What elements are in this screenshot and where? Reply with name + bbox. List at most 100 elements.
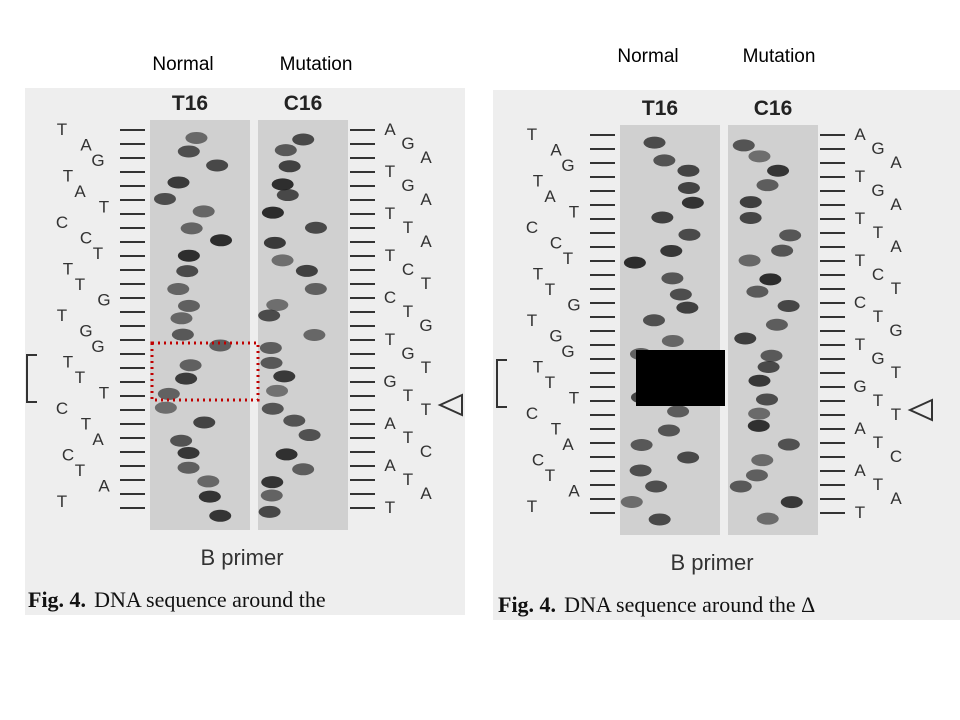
sequence-letter: T	[855, 503, 865, 522]
gel-band	[767, 164, 790, 177]
sequence-letter: G	[401, 176, 414, 195]
highlight-box	[150, 341, 260, 402]
sequence-letter: T	[57, 120, 67, 139]
gel-band	[677, 451, 700, 464]
gel-band	[681, 196, 704, 209]
sequence-letter: C	[384, 288, 396, 307]
gel-band	[283, 414, 306, 427]
sequence-letter: C	[62, 446, 74, 465]
gel-band	[260, 489, 283, 502]
gel-band	[303, 328, 326, 341]
sequence-letter: T	[403, 470, 413, 489]
gel-band	[677, 181, 700, 194]
sequence-letter: T	[855, 251, 865, 270]
sequence-letter: G	[871, 139, 884, 158]
sequence-letter: T	[891, 279, 901, 298]
sequence-letter: T	[421, 400, 431, 419]
primer-label: B primer	[200, 545, 283, 570]
sequence-letter: T	[569, 203, 579, 222]
gel-band	[206, 159, 229, 172]
sequence-letter: T	[533, 172, 543, 191]
caption: Fig. 4. DNA sequence around the Δ	[498, 592, 815, 617]
bracket	[26, 354, 37, 403]
sequence-letter: T	[855, 209, 865, 228]
gel-band	[185, 131, 208, 144]
lane-label: T16	[172, 92, 208, 115]
sequence-letter: T	[563, 249, 573, 268]
sequence-letter: T	[385, 498, 395, 517]
gel-band	[258, 505, 281, 518]
sequence-letter: G	[91, 337, 104, 356]
gel-band	[292, 463, 315, 476]
gel-band	[739, 196, 762, 209]
sequence-letter: T	[569, 389, 579, 408]
gel-band	[765, 318, 788, 331]
sequence-letter: T	[421, 274, 431, 293]
gel-band	[193, 416, 216, 429]
gel-band	[657, 424, 680, 437]
gel-band	[261, 402, 284, 415]
sequence-letter: T	[57, 306, 67, 325]
sequence-letter: T	[99, 198, 109, 217]
gel-band	[676, 301, 699, 314]
sequence-letter: A	[890, 195, 902, 214]
sequence-letter: T	[99, 384, 109, 403]
sequence-letter: T	[551, 420, 561, 439]
gel-band	[179, 359, 202, 372]
sequence-letter: T	[527, 497, 537, 516]
gel-band	[177, 145, 200, 158]
primer-label: B primer	[670, 550, 753, 575]
mutation-label: Mutation	[743, 46, 816, 67]
sequence-letter: G	[383, 372, 396, 391]
sequence-letter: T	[873, 391, 883, 410]
sequence-letter: G	[853, 377, 866, 396]
gel-band	[261, 476, 284, 489]
sequence-letter: G	[871, 349, 884, 368]
gel-band	[760, 349, 783, 362]
sequence-letter: G	[419, 316, 432, 335]
normal-label: Normal	[152, 54, 213, 75]
caption-text: DNA sequence around the Δ	[564, 592, 815, 617]
gel-band	[748, 407, 771, 420]
gel-lane	[150, 120, 250, 530]
gel-band	[295, 264, 318, 277]
sequence-letter: G	[79, 322, 92, 341]
sequence-letter: T	[93, 244, 103, 263]
gel-band	[678, 228, 701, 241]
mask-box	[636, 350, 725, 406]
gel-band	[292, 133, 315, 146]
sequence-letter: G	[401, 344, 414, 363]
gel-band	[748, 374, 771, 387]
sequence-letter: T	[855, 335, 865, 354]
sequence-letter: A	[854, 125, 866, 144]
gel-band	[175, 372, 198, 385]
sequence-letter: A	[420, 484, 432, 503]
sequence-letter: C	[56, 213, 68, 232]
gel-band	[643, 136, 666, 149]
gel-band	[645, 480, 668, 493]
gel-band	[198, 490, 221, 503]
gel-band	[259, 341, 282, 354]
gel-band	[677, 164, 700, 177]
sequence-letter: G	[91, 151, 104, 170]
sequence-letter: A	[854, 461, 866, 480]
gel-band	[304, 282, 327, 295]
gel-band	[298, 429, 321, 442]
gel-band	[661, 334, 684, 347]
sequence-letter: T	[545, 373, 555, 392]
gel-band	[209, 509, 232, 522]
gel-band	[266, 384, 289, 397]
gel-band	[261, 206, 284, 219]
gel-band	[271, 254, 294, 267]
sequence-letter: G	[561, 156, 574, 175]
gel-band	[759, 273, 782, 286]
gel-band	[197, 475, 220, 488]
gel-band	[273, 370, 296, 383]
gel-band	[274, 144, 297, 157]
gel-band	[746, 285, 769, 298]
scan-background	[493, 90, 960, 620]
sequence-letter: A	[562, 435, 574, 454]
gel-band	[732, 139, 755, 152]
sequence-letter: C	[420, 442, 432, 461]
